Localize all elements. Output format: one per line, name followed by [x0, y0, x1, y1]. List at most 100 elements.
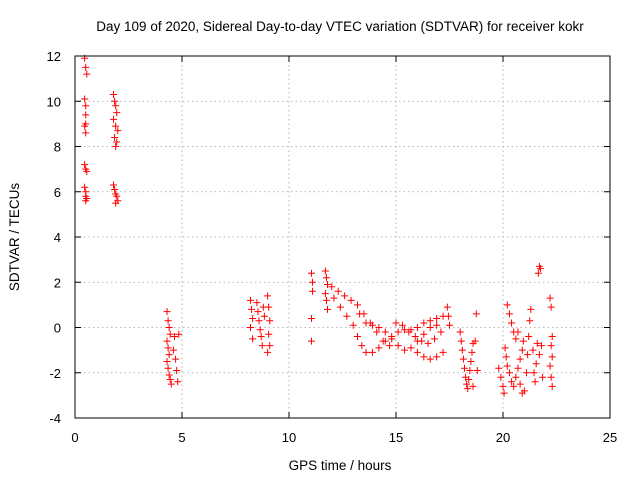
- data-point: [253, 299, 261, 307]
- data-point: [113, 138, 121, 146]
- x-tick-label: 25: [603, 430, 617, 445]
- data-point: [358, 342, 366, 350]
- data-point: [519, 337, 527, 345]
- data-point: [265, 303, 273, 311]
- data-point: [174, 378, 182, 386]
- data-point: [249, 335, 257, 343]
- data-point: [407, 344, 415, 352]
- chart-title: Day 109 of 2020, Sidereal Day-to-day VTE…: [96, 19, 584, 34]
- data-point: [464, 385, 472, 393]
- data-point: [349, 321, 357, 329]
- data-point: [334, 287, 342, 295]
- data-point: [173, 366, 181, 374]
- y-tick-label: 12: [47, 49, 61, 64]
- data-point: [82, 63, 90, 71]
- y-tick-label: 0: [54, 321, 61, 336]
- data-point: [111, 133, 119, 141]
- data-point: [321, 267, 329, 275]
- data-point: [347, 296, 355, 304]
- data-point: [525, 333, 533, 341]
- data-point: [368, 348, 376, 356]
- data-point: [81, 183, 89, 191]
- data-point: [466, 366, 474, 374]
- data-point: [322, 296, 330, 304]
- data-point: [309, 278, 317, 286]
- data-point: [82, 111, 90, 119]
- data-point: [82, 102, 90, 110]
- data-point: [341, 292, 349, 300]
- data-point: [459, 355, 467, 363]
- data-point: [411, 333, 419, 341]
- data-point: [388, 335, 396, 343]
- data-point: [112, 143, 120, 150]
- data-point: [495, 364, 503, 372]
- data-point: [163, 308, 171, 316]
- data-point: [460, 364, 468, 372]
- x-tick-label: 15: [389, 430, 403, 445]
- y-tick-label: 4: [54, 230, 61, 245]
- data-point: [81, 95, 89, 103]
- data-point: [546, 362, 554, 370]
- data-point: [368, 321, 376, 329]
- data-point: [322, 274, 330, 282]
- data-point: [375, 324, 383, 331]
- data-point: [469, 382, 477, 390]
- data-point: [514, 328, 522, 336]
- data-point: [113, 109, 121, 117]
- data-point: [392, 319, 400, 327]
- data-point: [172, 355, 180, 363]
- data-point: [503, 362, 511, 370]
- data-point: [165, 351, 173, 359]
- data-point: [112, 199, 120, 207]
- data-point: [324, 281, 332, 289]
- data-point: [356, 310, 364, 318]
- data-point: [111, 97, 119, 105]
- data-point: [529, 346, 537, 354]
- data-point: [309, 287, 317, 295]
- data-point: [424, 339, 432, 347]
- data-point: [321, 290, 329, 298]
- data-point: [264, 292, 272, 300]
- y-tick-label: 2: [54, 275, 61, 290]
- data-point: [386, 342, 394, 350]
- data-point: [508, 378, 516, 386]
- data-point: [112, 102, 120, 110]
- data-point: [536, 265, 544, 273]
- data-point: [362, 348, 370, 356]
- data-point: [111, 185, 119, 193]
- data-point: [164, 364, 172, 372]
- data-point: [398, 321, 406, 329]
- data-point: [420, 353, 428, 361]
- data-point: [353, 301, 361, 309]
- data-point: [508, 319, 516, 327]
- data-point: [535, 351, 543, 359]
- data-point: [381, 328, 389, 336]
- data-point: [336, 303, 344, 311]
- data-point: [401, 346, 409, 354]
- data-point: [524, 351, 532, 359]
- data-point: [163, 357, 171, 365]
- data-point: [165, 324, 173, 331]
- data-point: [526, 317, 534, 325]
- y-tick-label: 8: [54, 140, 61, 155]
- data-point: [465, 376, 473, 384]
- data-point: [307, 337, 315, 345]
- data-point: [110, 181, 118, 189]
- data-point: [394, 328, 402, 336]
- data-point: [520, 387, 528, 395]
- data-point: [81, 122, 89, 130]
- data-point: [343, 312, 351, 320]
- data-point: [531, 378, 539, 386]
- data-point: [164, 344, 172, 352]
- data-points: [81, 54, 556, 397]
- data-point: [420, 330, 428, 338]
- data-point: [307, 269, 315, 277]
- data-point: [437, 328, 445, 336]
- data-point: [330, 294, 338, 302]
- data-point: [418, 337, 426, 345]
- data-point: [375, 344, 383, 352]
- y-axis-label: SDTVAR / TECUs: [7, 183, 22, 292]
- data-point: [514, 364, 522, 372]
- data-point: [518, 346, 526, 354]
- data-point: [426, 324, 434, 331]
